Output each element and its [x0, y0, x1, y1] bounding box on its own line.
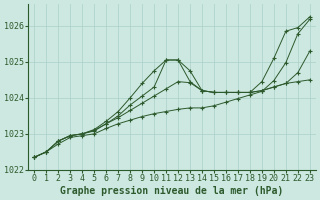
X-axis label: Graphe pression niveau de la mer (hPa): Graphe pression niveau de la mer (hPa): [60, 186, 284, 196]
